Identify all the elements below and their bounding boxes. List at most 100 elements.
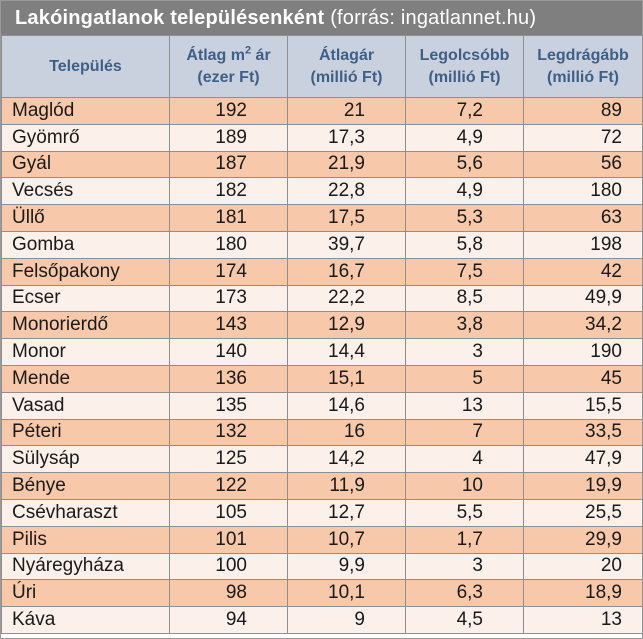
cell-atlagar: 21 (287, 97, 406, 125)
cell-atlagar: 21,9 (287, 150, 406, 179)
cell-telepules: Mende (1, 364, 170, 393)
cell-telepules: Pilis (1, 525, 170, 554)
cell-atlagar: 17,5 (287, 204, 406, 232)
cell-telepules: Péteri (1, 418, 170, 447)
cell-atlagar: 16 (287, 418, 406, 447)
table-row: Vecsés 182 22,8 4,9 180 (1, 177, 643, 206)
cell-telepules: Gyál (1, 150, 170, 179)
header-legolcsobb: Legolcsóbb (millió Ft) (405, 35, 524, 98)
cell-telepules: Üllő (1, 204, 170, 232)
table-row: Nyáregyháza 100 9,9 3 20 (1, 552, 643, 581)
cell-atlag-m2-ar: 100 (169, 552, 288, 581)
cell-legdragabb: 180 (523, 177, 643, 206)
cell-legolcsobb: 7 (405, 418, 524, 447)
cell-telepules: Sülysáp (1, 445, 170, 474)
cell-legolcsobb: 5 (405, 364, 524, 393)
cell-telepules: Felsőpakony (1, 257, 170, 286)
header-atlagar: Átlagár (millió Ft) (287, 35, 406, 98)
cell-atlagar: 12,7 (287, 498, 406, 527)
data-table: Település Átlag m2 ár (ezer Ft) Átlagár(… (1, 35, 643, 634)
cell-legolcsobb: 5,6 (405, 150, 524, 179)
cell-atlagar: 14,4 (287, 338, 406, 366)
cell-atlag-m2-ar: 189 (169, 123, 288, 152)
cell-legolcsobb: 3 (405, 338, 524, 366)
cell-atlag-m2-ar: 132 (169, 418, 288, 447)
table-row: Gomba 180 39,7 5,8 198 (1, 230, 643, 259)
table-row: Felsőpakony 174 16,7 7,5 42 (1, 257, 643, 286)
cell-legdragabb: 63 (523, 204, 643, 232)
cell-legolcsobb: 8,5 (405, 284, 524, 313)
cell-legolcsobb: 6,3 (405, 579, 524, 608)
cell-telepules: Nyáregyháza (1, 552, 170, 581)
cell-telepules: Úri (1, 579, 170, 608)
cell-telepules: Gomba (1, 230, 170, 259)
cell-atlagar: 22,8 (287, 177, 406, 206)
cell-telepules: Gyömrő (1, 123, 170, 152)
cell-legdragabb: 25,5 (523, 498, 643, 527)
table-row: Sülysáp 125 14,2 4 47,9 (1, 445, 643, 474)
table-title-main: Lakóingatlanok településenként (15, 7, 325, 29)
cell-telepules: Vecsés (1, 177, 170, 206)
table-row: Úri 98 10,1 6,3 18,9 (1, 579, 643, 608)
cell-telepules: Vasad (1, 391, 170, 420)
cell-atlagar: 9 (287, 606, 406, 634)
table-row: Bénye 122 11,9 10 19,9 (1, 472, 643, 500)
cell-atlagar: 22,2 (287, 284, 406, 313)
header-row: Település Átlag m2 ár (ezer Ft) Átlagár(… (1, 35, 643, 98)
cell-legolcsobb: 10 (405, 472, 524, 500)
cell-atlag-m2-ar: 140 (169, 338, 288, 366)
cell-legdragabb: 18,9 (523, 579, 643, 608)
table-title: Lakóingatlanok településenként (forrás: … (1, 1, 642, 35)
cell-atlag-m2-ar: 135 (169, 391, 288, 420)
cell-atlagar: 10,7 (287, 525, 406, 554)
cell-legdragabb: 56 (523, 150, 643, 179)
table-row: Mende 136 15,1 5 45 (1, 364, 643, 393)
cell-legdragabb: 34,2 (523, 311, 643, 340)
cell-legdragabb: 47,9 (523, 445, 643, 474)
cell-atlag-m2-ar: 180 (169, 230, 288, 259)
cell-telepules: Bénye (1, 472, 170, 500)
table-row: Gyál 187 21,9 5,6 56 (1, 150, 643, 179)
cell-atlagar: 12,9 (287, 311, 406, 340)
cell-atlagar: 15,1 (287, 364, 406, 393)
cell-atlagar: 10,1 (287, 579, 406, 608)
cell-legdragabb: 13 (523, 606, 643, 634)
header-atlag-m2-ar: Átlag m2 ár (ezer Ft) (169, 35, 288, 98)
cell-legdragabb: 29,9 (523, 525, 643, 554)
cell-atlagar: 11,9 (287, 472, 406, 500)
cell-atlagar: 17,3 (287, 123, 406, 152)
cell-legolcsobb: 4,5 (405, 606, 524, 634)
cell-atlag-m2-ar: 182 (169, 177, 288, 206)
cell-atlagar: 9,9 (287, 552, 406, 581)
table-header: Település Átlag m2 ár (ezer Ft) Átlagár(… (1, 35, 643, 98)
cell-atlagar: 16,7 (287, 257, 406, 286)
table-title-source: (forrás: ingatlannet.hu) (330, 7, 537, 29)
cell-telepules: Maglód (1, 97, 170, 125)
cell-legdragabb: 19,9 (523, 472, 643, 500)
table-row: Káva 94 9 4,5 13 (1, 606, 643, 634)
cell-legdragabb: 20 (523, 552, 643, 581)
cell-legolcsobb: 7,2 (405, 97, 524, 125)
cell-legolcsobb: 5,3 (405, 204, 524, 232)
cell-legolcsobb: 5,8 (405, 230, 524, 259)
table-row: Monorierdő 143 12,9 3,8 34,2 (1, 311, 643, 340)
table-row: Vasad 135 14,6 13 15,5 (1, 391, 643, 420)
cell-atlag-m2-ar: 101 (169, 525, 288, 554)
cell-atlagar: 14,2 (287, 445, 406, 474)
cell-legdragabb: 49,9 (523, 284, 643, 313)
table-row: Üllő 181 17,5 5,3 63 (1, 204, 643, 232)
cell-legdragabb: 72 (523, 123, 643, 152)
cell-atlag-m2-ar: 125 (169, 445, 288, 474)
cell-atlag-m2-ar: 98 (169, 579, 288, 608)
cell-legolcsobb: 13 (405, 391, 524, 420)
cell-legolcsobb: 1,7 (405, 525, 524, 554)
cell-telepules: Monor (1, 338, 170, 366)
cell-atlag-m2-ar: 105 (169, 498, 288, 527)
cell-legolcsobb: 4,9 (405, 177, 524, 206)
table-body: Maglód 192 21 7,2 89 Gyömrő 189 17,3 4,9 72 Gyál 18… (1, 97, 643, 634)
cell-legdragabb: 15,5 (523, 391, 643, 420)
cell-atlagar: 39,7 (287, 230, 406, 259)
table-row: Monor 140 14,4 3 190 (1, 338, 643, 366)
table-row: Maglód 192 21 7,2 89 (1, 97, 643, 125)
